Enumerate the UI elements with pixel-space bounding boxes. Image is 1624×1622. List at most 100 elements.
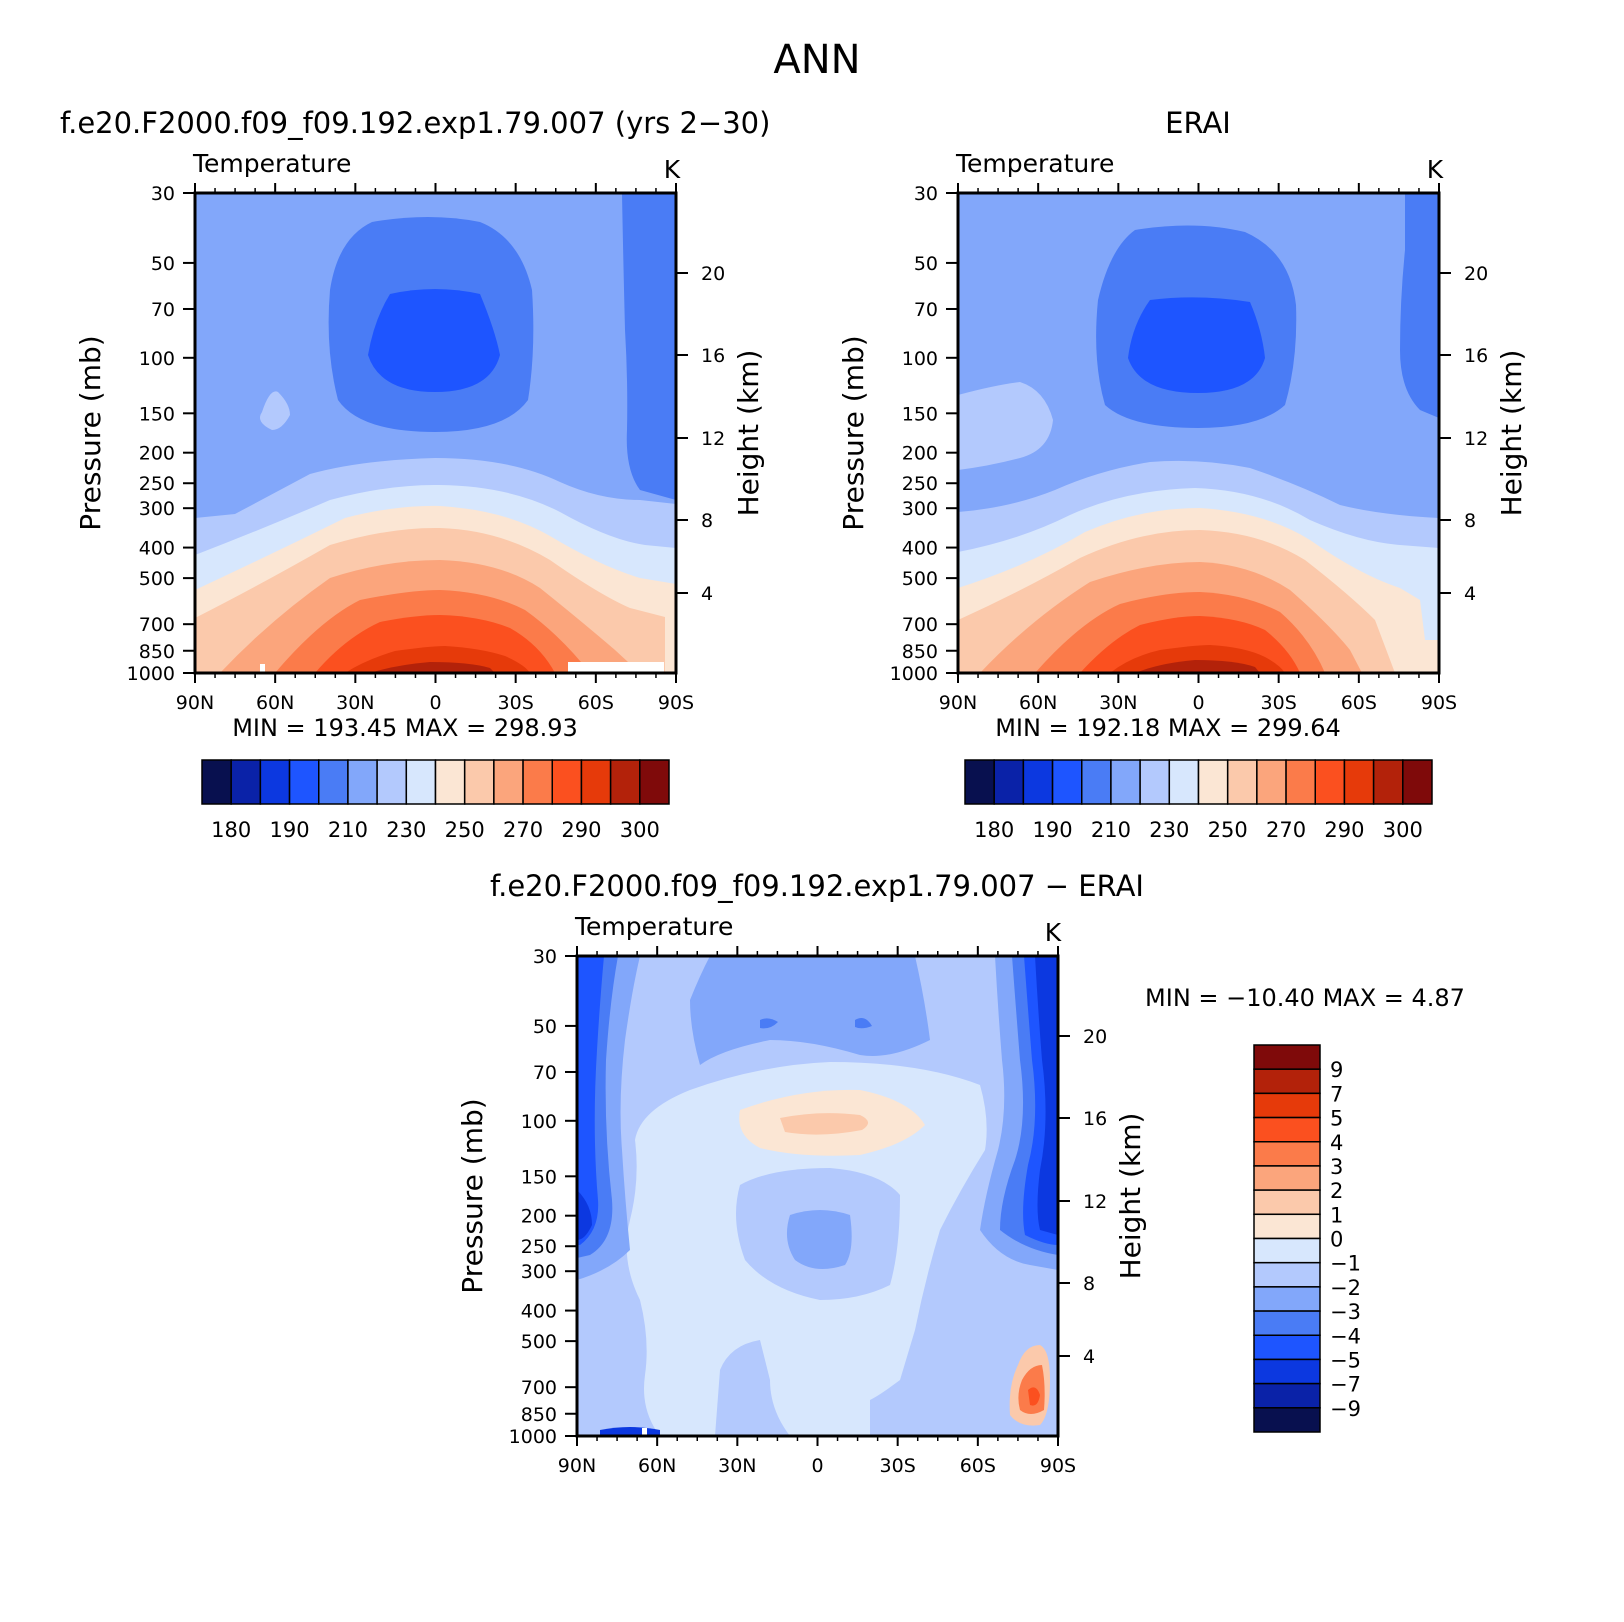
contour-level-minus-7-nh [577,1190,592,1240]
panel-diff-x-tick-label: 30S [880,1455,916,1477]
panel-diff-x-tick-label: 60S [960,1455,996,1477]
panel-model-colorbar-swatch [434,759,466,805]
panel-model-min-max: MIN = 193.45 MAX = 298.93 [232,714,578,742]
panel-obs-colorbar: 180 190 210 230 250 270 290 300 [964,759,1433,842]
panel-model-x-tick-label: 30N [336,692,374,714]
panel-model-y-tick-label: 700 [139,614,175,636]
panel-model-title: f.e20.F2000.f09_f09.192.exp1.79.007 (yrs… [60,106,770,140]
panel-obs-colorbar-label: 230 [1149,818,1189,842]
contour-level-minus-7-sh [1035,956,1058,1235]
panel-obs-x-tick-label: 90N [939,692,977,714]
contour-level-298 [370,662,495,673]
panel-diff-y-tick-label: 700 [521,1377,557,1399]
panel-model-colorbar-swatch [522,759,553,805]
panel-obs-y-tick-label: 300 [902,498,938,520]
panel-model-y-tick-label: 100 [139,348,175,370]
panel-model-y-tick-label: 30 [151,183,175,205]
panel-obs-y-tick-label: 850 [902,641,938,663]
panel-obs-x-tick-label: 90S [1421,692,1457,714]
panel-diff-colorbar-swatch [1253,1165,1321,1191]
panel-diff-y-tick-label: 200 [521,1206,557,1228]
panel-model-height-tick-label: 20 [701,263,725,285]
contour-level-minus-4-spot [760,1018,778,1029]
panel-diff-y-tick-label: 150 [521,1166,557,1188]
panel-model-colorbar: 180 190 210 230 250 270 290 300 [201,759,670,842]
panel-diff-y-tick-label: 70 [533,1062,557,1084]
panel-model-colorbar-swatch [463,759,495,805]
panel-obs-right-axis-label: Height (km) [1495,350,1528,517]
panel-model-y-tick-label: 150 [139,403,175,425]
panel-model-x-tick-label: 0 [429,692,441,714]
panel-model-y-tick-label: 250 [139,473,175,495]
panel-diff-colorbar-swatch [1253,1237,1321,1264]
panel-obs-colorbar-swatch [1256,759,1287,805]
panel-obs-y-tick-label: 200 [902,443,938,465]
figure-title: ANN [773,37,860,83]
panel-obs-colorbar-label: 300 [1383,818,1423,842]
panel-model-right-axis-label: Height (km) [732,350,765,517]
panel-obs-title: ERAI [1165,106,1231,140]
panel-obs-height-tick-label: 12 [1464,428,1488,450]
panel-diff-y-tick-label: 30 [533,946,557,968]
panel-diff-colorbar-label: −7 [1330,1373,1361,1397]
panel-model-colorbar-swatch [230,759,262,805]
panel-diff-y-tick-label: 100 [521,1111,557,1133]
panel-diff-colorbar-swatch [1253,1213,1321,1240]
panel-obs-colorbar-label: 190 [1033,818,1073,842]
panel-diff-y-tick-label: 1000 [509,1426,557,1448]
panel-obs-colorbar-label: 290 [1324,818,1364,842]
panel-obs-x-tick-label: 30N [1099,692,1137,714]
panel-model-y-tick-label: 400 [139,538,175,560]
panel-diff-colorbar-label: 9 [1330,1058,1343,1082]
panel-diff-height-tick-label: 20 [1083,1026,1107,1048]
panel-diff-y-tick-label: 500 [521,1331,557,1353]
panel-diff-y-tick-label: 300 [521,1261,557,1283]
contour-level-4-warm [1028,1387,1040,1406]
panel-obs-y-axis-label: Pressure (mb) [837,335,870,530]
panel-model-colorbar-swatch [405,759,437,805]
panel-diff-colorbar-label: 3 [1330,1155,1343,1179]
panel-model-colorbar-label: 190 [270,818,310,842]
panel-model-y-tick-label: 300 [139,498,175,520]
panel-model-contours [195,193,676,673]
panel-diff-colorbar-swatch [1253,1116,1321,1143]
contour-level-200 [1128,297,1265,393]
panel-obs-y-tick-label: 70 [914,299,938,321]
panel-model-height-tick-label: 16 [701,345,725,367]
panel-diff-y-tick-label: 250 [521,1236,557,1258]
panel-obs-y-tick-label: 1000 [890,663,938,685]
panel-obs-colorbar-swatch [1372,759,1404,805]
panel-obs-units: K [1427,155,1444,184]
contour-level-295 [345,646,530,673]
panel-diff-colorbar-swatch [1253,1286,1321,1312]
panel-model-variable: Temperature [192,149,351,178]
panel-diff-colorbar-label: −9 [1330,1397,1361,1421]
missing-data-patch [260,664,265,673]
panel-obs-colorbar-swatch [1197,759,1229,805]
panel-obs-variable: Temperature [955,149,1114,178]
panel-obs-colorbar-label: 270 [1266,818,1306,842]
panel-diff-colorbar-label: −4 [1330,1324,1361,1348]
panel-diff-right-axis-label: Height (km) [1114,1113,1147,1280]
panel-model-colorbar-label: 290 [561,818,601,842]
panel-diff-height-tick-label: 16 [1083,1108,1107,1130]
panel-model-units: K [664,155,681,184]
panel-obs-colorbar-swatch [1051,759,1083,805]
panel-diff-colorbar-swatch [1253,1141,1321,1167]
panel-model-colorbar-label: 270 [503,818,543,842]
panel-obs-colorbar-swatch [1081,759,1112,805]
panel-diff-colorbar-label: −1 [1330,1252,1361,1276]
panel-model-axes: 90N 60N 30N 0 30S 60S 90S 30 50 70 100 150 200 250 300… [74,183,765,714]
panel-model-y-tick-label: 500 [139,568,175,590]
panel-obs-contours [958,193,1439,673]
panel-model-y-tick-label: 200 [139,443,175,465]
panel-diff-colorbar-label: −2 [1330,1276,1361,1300]
panel-diff-height-tick-label: 12 [1083,1191,1107,1213]
panel-model-x-tick-label: 30S [498,692,534,714]
panel-obs-y-tick-label: 400 [902,538,938,560]
panel-model-y-axis-label: Pressure (mb) [74,335,107,530]
panel-obs-colorbar-swatch [1139,759,1171,805]
contour-level-minus-5-nh [577,956,604,1245]
panel-diff-colorbar-swatch [1253,1092,1321,1119]
